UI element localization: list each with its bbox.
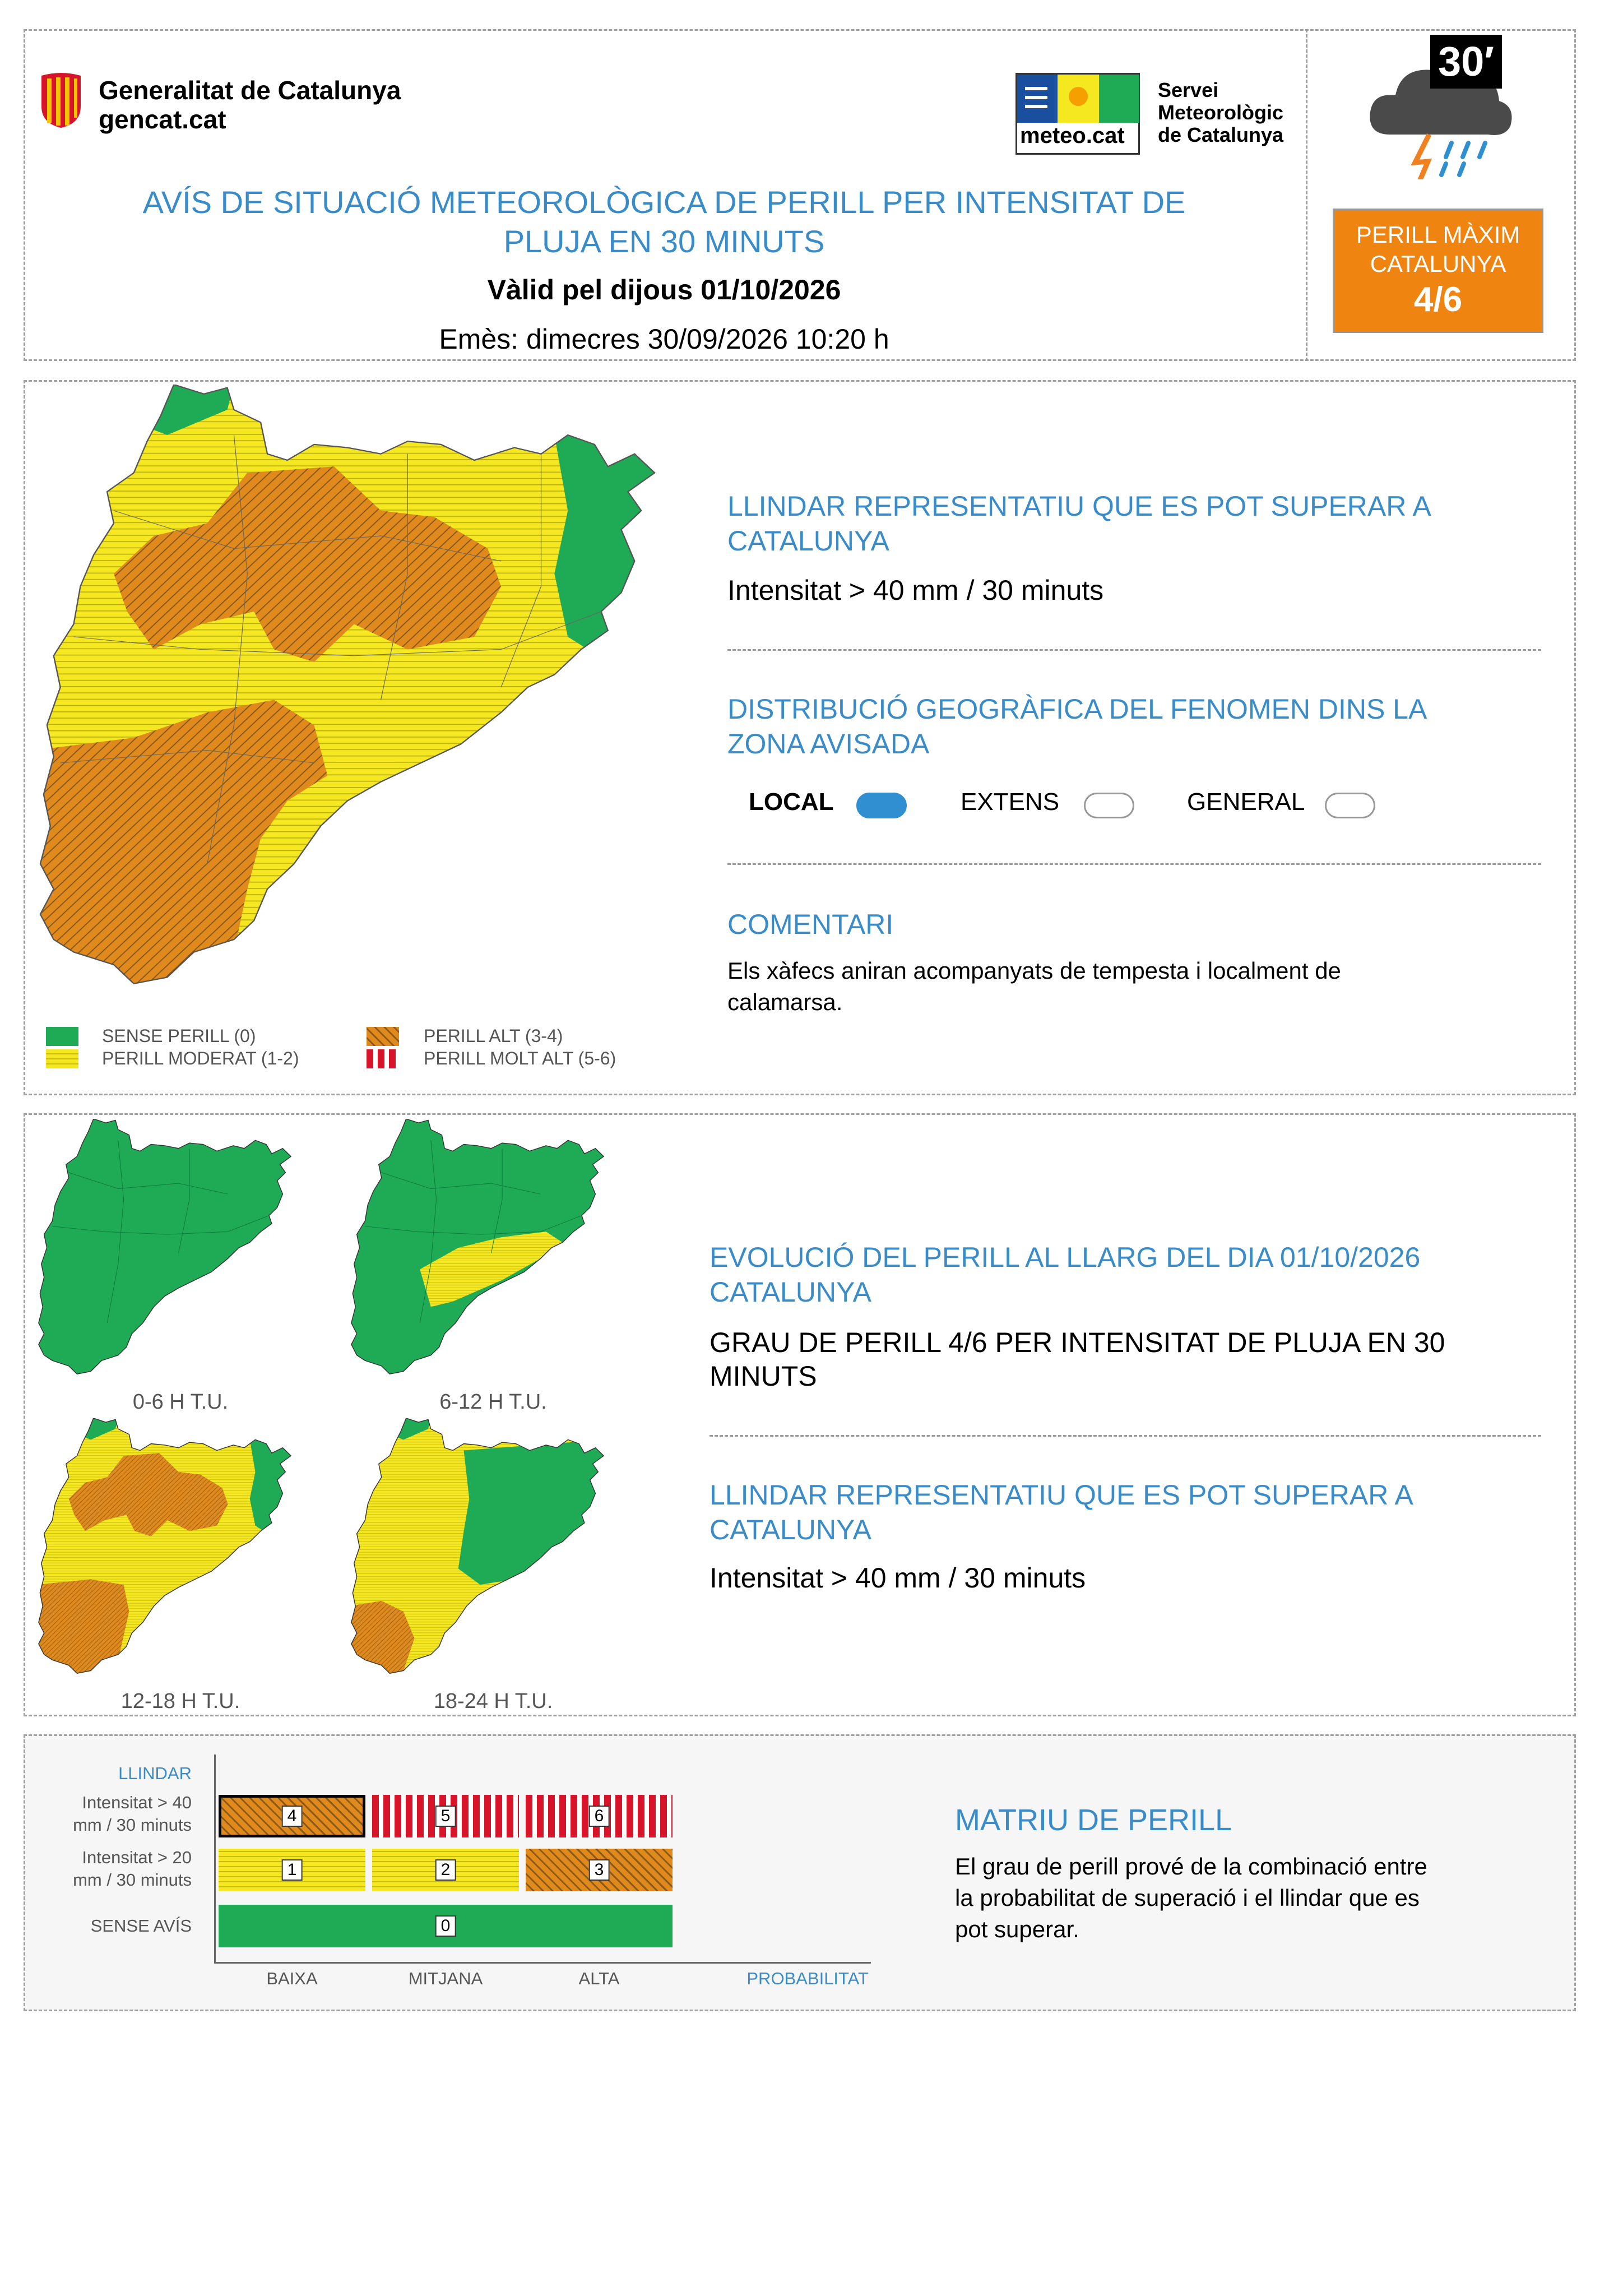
matrix-probabilitat-label: PROBABILITAT [746, 1969, 869, 1988]
grade-line1: GRAU DE PERILL 4/6 PER INTENSITAT DE PLU… [710, 1327, 1445, 1358]
matrix-cell-0: 0 [219, 1905, 673, 1947]
matrix-text-line1: El grau de perill prové de la combinació… [955, 1853, 1427, 1880]
evolution-threshold-title-line2: CATALUNYA [710, 1514, 871, 1545]
distribution-option-extens: EXTENS [961, 788, 1059, 816]
legend-swatch-green [46, 1027, 78, 1046]
gencat-logo-icon [36, 73, 86, 129]
matrix-text-line2: la probabilitat de superació i el llinda… [955, 1885, 1420, 1911]
distribution-label-local: LOCAL [749, 788, 834, 816]
evolution-map-label-0-6: 0-6 H T.U. [132, 1390, 229, 1414]
threshold-value: Intensitat > 40 mm / 30 minuts [727, 575, 1104, 606]
matrix-cell-4: 4 [219, 1795, 365, 1837]
max-danger-box: PERILL MÀXIM CATALUNYA 4/6 [1333, 209, 1543, 333]
matrix-cell-1-label: 1 [281, 1859, 303, 1881]
evolution-map-0-6 [36, 1118, 294, 1377]
evolution-title-line2: CATALUNYA [710, 1276, 871, 1308]
legend-label-red: PERILL MOLT ALT (5-6) [424, 1048, 616, 1068]
matrix-x-axis [214, 1962, 871, 1964]
matrix-llindar-label: LLINDAR [118, 1763, 192, 1783]
matrix-row2-line2: mm / 30 minuts [73, 1870, 192, 1890]
matrix-y-axis [214, 1755, 216, 1962]
evolution-map-6-12 [349, 1118, 606, 1377]
distribution-title-line2: ZONA AVISADA [727, 728, 930, 760]
section-evolution [24, 1113, 1576, 1716]
matrix-cell-3-label: 3 [588, 1859, 610, 1881]
divider [727, 649, 1541, 651]
evolution-threshold-value: Intensitat > 40 mm / 30 minuts [710, 1562, 1086, 1594]
distribution-toggle-local [856, 793, 907, 818]
header-divider [1306, 29, 1307, 361]
issued-date: Emès: dimecres 30/09/2026 10:20 h [439, 323, 889, 355]
matrix-cell-4-label: 4 [281, 1806, 303, 1827]
matrix-row2-line1: Intensitat > 20 [82, 1848, 192, 1867]
comment-line1: Els xàfecs aniran acompanyats de tempest… [727, 957, 1341, 984]
threshold-title-line2: CATALUNYA [727, 525, 889, 557]
meteocat-logo-icon [1015, 73, 1140, 155]
divider [710, 1435, 1541, 1437]
matrix-cell-0-label: 0 [435, 1915, 456, 1937]
legend-label-orange: PERILL ALT (3-4) [424, 1026, 563, 1046]
evolution-map-18-24 [349, 1418, 606, 1676]
header-box [24, 29, 1576, 361]
matrix-row3-label: SENSE AVÍS [90, 1916, 192, 1936]
comment-line2: calamarsa. [727, 989, 843, 1015]
matrix-col-mitjana: MITJANA [408, 1969, 483, 1988]
matrix-title: MATRIU DE PERILL [955, 1803, 1232, 1837]
page-title-line2: PLUJA EN 30 MINUTS [503, 224, 825, 259]
divider [727, 863, 1541, 865]
distribution-toggle-extens [1084, 793, 1134, 818]
grade-line2: MINUTS [710, 1360, 817, 1392]
gencat-url: gencat.cat [99, 105, 226, 134]
legend-label-green: SENSE PERILL (0) [102, 1026, 256, 1046]
matrix-row1-line2: mm / 30 minuts [73, 1815, 192, 1835]
matrix-cell-5-label: 5 [435, 1806, 456, 1827]
comment-title: COMENTARI [727, 909, 894, 940]
evolution-map-12-18 [36, 1418, 294, 1676]
matrix-cell-2: 2 [372, 1849, 519, 1891]
duration-badge: 30′ [1430, 35, 1503, 89]
servei-line2: Meteorològic [1158, 101, 1284, 124]
matrix-cell-5: 5 [372, 1795, 519, 1837]
gencat-name: Generalitat de Catalunya [99, 76, 401, 105]
evolution-threshold-title-line1: LLINDAR REPRESENTATIU QUE ES POT SUPERAR… [710, 1479, 1413, 1511]
matrix-col-baixa: BAIXA [266, 1969, 318, 1988]
legend-label-yellow: PERILL MODERAT (1-2) [102, 1048, 299, 1068]
servei-line3: de Catalunya [1158, 123, 1284, 146]
evolution-map-label-6-12: 6-12 H T.U. [439, 1390, 547, 1414]
distribution-label-extens: EXTENS [961, 788, 1060, 816]
page-title-line1: AVÍS DE SITUACIÓ METEOROLÒGICA DE PERILL… [142, 184, 1186, 220]
matrix-cell-6-label: 6 [588, 1806, 610, 1827]
matrix-cell-6: 6 [526, 1795, 673, 1837]
matrix-text-line3: pot superar. [955, 1916, 1079, 1942]
distribution-label-general: GENERAL [1187, 788, 1305, 816]
max-danger-label-line1: PERILL MÀXIM [1356, 221, 1520, 248]
distribution-option-general: GENERAL [1187, 788, 1305, 816]
main-danger-map [34, 383, 661, 990]
evolution-map-label-18-24: 18-24 H T.U. [433, 1689, 553, 1713]
threshold-title-line1: LLINDAR REPRESENTATIU QUE ES POT SUPERAR… [727, 490, 1431, 522]
legend-swatch-orange [367, 1027, 399, 1046]
legend-swatch-yellow [46, 1049, 78, 1068]
matrix-row1-line1: Intensitat > 40 [82, 1793, 192, 1812]
legend-swatch-red [367, 1049, 399, 1068]
max-danger-value: 4/6 [1413, 280, 1463, 319]
section-main-map [24, 380, 1576, 1095]
matrix-col-alta: ALTA [578, 1969, 620, 1988]
distribution-title-line1: DISTRIBUCIÓ GEOGRÀFICA DEL FENOMEN DINS … [727, 693, 1427, 725]
valid-date: Vàlid pel dijous 01/10/2026 [487, 274, 841, 305]
servei-line1: Servei [1158, 78, 1219, 101]
matrix-cell-2-label: 2 [435, 1859, 456, 1881]
distribution-toggle-general [1325, 793, 1375, 818]
evolution-title-line1: EVOLUCIÓ DEL PERILL AL LLARG DEL DIA 01/… [710, 1242, 1421, 1273]
matrix-cell-3: 3 [526, 1849, 673, 1891]
meteocat-logo-text: meteo.cat [1020, 123, 1125, 148]
matrix-cell-1: 1 [219, 1849, 365, 1891]
max-danger-label-line2: CATALUNYA [1370, 251, 1506, 277]
evolution-map-label-12-18: 12-18 H T.U. [120, 1689, 240, 1713]
distribution-option-local: LOCAL [749, 788, 834, 816]
